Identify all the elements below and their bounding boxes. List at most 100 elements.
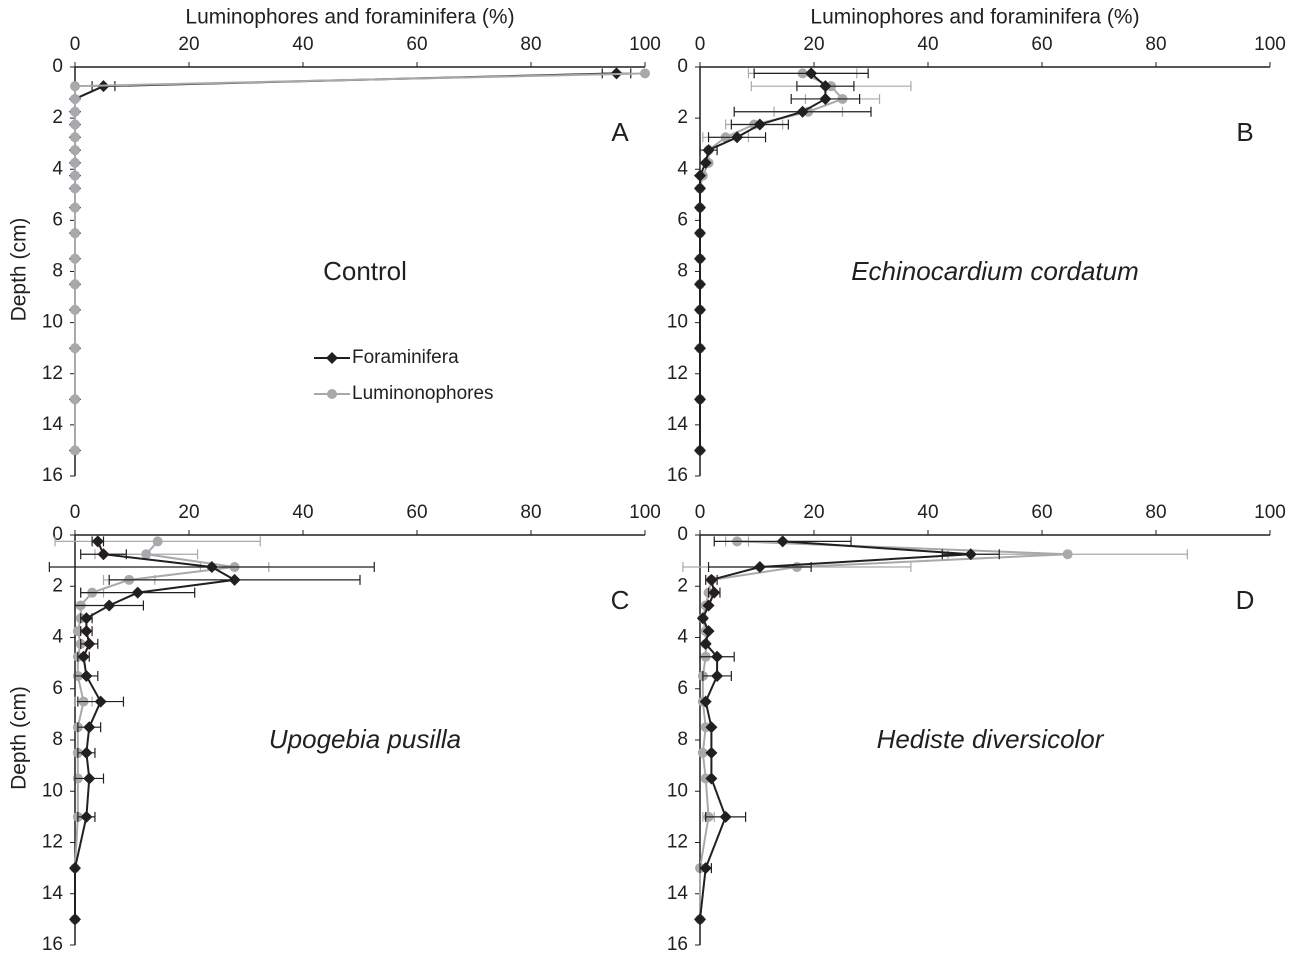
marker — [80, 669, 93, 682]
legend-marker — [327, 389, 337, 399]
marker — [796, 105, 809, 118]
marker — [819, 92, 832, 105]
marker — [80, 810, 93, 823]
y-tick-label: 0 — [677, 56, 688, 77]
x-tick-label: 80 — [1145, 34, 1166, 55]
marker — [753, 561, 766, 574]
marker — [70, 279, 80, 290]
marker — [699, 156, 712, 169]
x-tick-label: 60 — [1031, 502, 1052, 523]
marker — [70, 445, 80, 456]
marker — [69, 913, 81, 926]
x-tick-label: 60 — [1031, 34, 1052, 55]
marker — [694, 444, 706, 457]
x-tick-label: 20 — [178, 502, 199, 523]
marker — [705, 721, 718, 734]
y-tick-label: 2 — [677, 575, 688, 596]
x-tick-label: 20 — [803, 34, 824, 55]
marker — [805, 67, 818, 80]
y-tick-label: 0 — [52, 56, 63, 77]
legend-label: Foraminifera — [352, 347, 459, 368]
marker — [964, 548, 977, 561]
y-tick-label: 16 — [42, 934, 63, 955]
y-tick-label: 8 — [677, 261, 688, 282]
annotation: Control — [323, 256, 407, 286]
marker — [70, 119, 80, 130]
marker — [94, 695, 107, 708]
y-tick-label: 16 — [42, 465, 63, 486]
marker — [705, 573, 718, 586]
x-tick-label: 100 — [629, 34, 661, 55]
marker — [228, 573, 241, 586]
x-tick-label: 40 — [292, 502, 313, 523]
marker — [70, 304, 80, 315]
marker — [711, 650, 724, 663]
marker — [205, 561, 218, 574]
y-tick-label: 8 — [677, 729, 688, 750]
marker — [70, 253, 80, 264]
marker — [83, 772, 96, 785]
y-tick-label: 6 — [677, 209, 688, 230]
panel-label: C — [611, 585, 630, 615]
x-tick-label: 40 — [917, 502, 938, 523]
marker — [694, 393, 706, 406]
marker — [702, 625, 715, 638]
marker — [70, 106, 80, 117]
y-tick-label: 8 — [52, 729, 63, 750]
series-line — [74, 540, 238, 920]
marker — [70, 132, 80, 143]
y-axis-label: Depth (cm) — [8, 686, 31, 790]
marker — [699, 695, 712, 708]
series-line — [699, 540, 1068, 920]
y-tick-label: 8 — [52, 261, 63, 282]
marker — [640, 68, 650, 79]
y-tick-label: 2 — [52, 107, 63, 128]
marker — [80, 625, 93, 638]
y-tick-label: 16 — [667, 934, 688, 955]
y-tick-label: 10 — [42, 780, 63, 801]
y-tick-label: 16 — [667, 465, 688, 486]
marker — [70, 170, 80, 181]
y-tick-label: 6 — [677, 678, 688, 699]
marker — [694, 342, 706, 355]
y-tick-label: 12 — [42, 363, 63, 384]
marker — [83, 637, 96, 650]
annotation: Upogebia pusilla — [269, 724, 461, 754]
y-tick-label: 6 — [52, 209, 63, 230]
marker — [152, 536, 163, 547]
marker — [776, 535, 789, 548]
x-tick-label: 100 — [1254, 34, 1286, 55]
marker — [819, 80, 832, 93]
marker — [80, 746, 93, 759]
marker — [702, 599, 715, 612]
marker — [694, 201, 706, 214]
x-tick-label: 0 — [70, 502, 81, 523]
x-tick-label: 20 — [803, 502, 824, 523]
panel: 0 20 40 60 80 100 0 2 4 6 8 10 12 14 16 Luminophores an… — [8, 6, 661, 486]
marker — [694, 913, 706, 926]
marker — [141, 549, 152, 560]
legend-marker — [326, 352, 338, 364]
marker — [697, 747, 708, 758]
x-tick-label: 80 — [1145, 502, 1166, 523]
marker — [699, 637, 712, 650]
panel-label: B — [1236, 117, 1253, 147]
marker — [77, 650, 90, 663]
y-tick-label: 14 — [42, 883, 64, 904]
x-tick-label: 60 — [406, 502, 427, 523]
marker — [696, 612, 709, 625]
marker — [131, 586, 144, 599]
panel-label: A — [611, 117, 629, 147]
x-axis-label: Luminophores and foraminifera (%) — [185, 6, 514, 29]
marker — [694, 182, 706, 195]
y-tick-label: 6 — [52, 678, 63, 699]
x-tick-label: 0 — [695, 34, 706, 55]
marker — [70, 183, 80, 194]
series-line — [699, 72, 845, 451]
marker — [97, 548, 110, 561]
marker — [83, 721, 96, 734]
y-tick-label: 14 — [667, 414, 689, 435]
marker — [705, 772, 718, 785]
y-tick-label: 4 — [52, 158, 63, 179]
